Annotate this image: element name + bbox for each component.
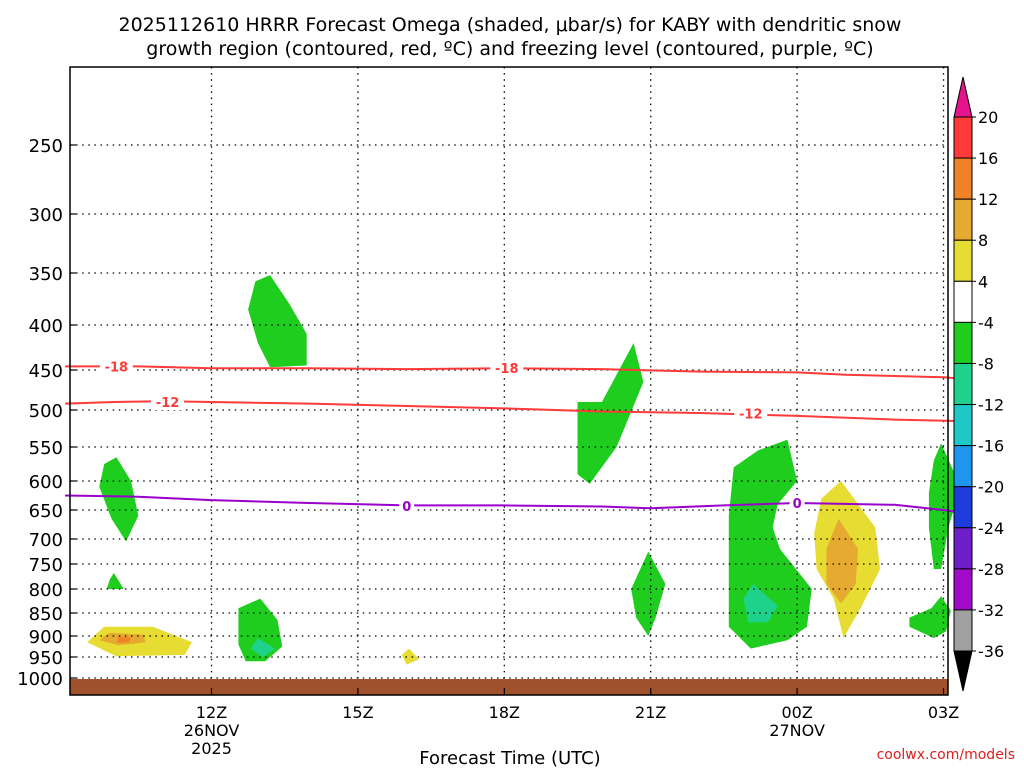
x-axis-label: Forecast Time (UTC) bbox=[419, 748, 600, 768]
colorbar-swatch-9 bbox=[953, 486, 973, 529]
colorbar-swatch-10 bbox=[953, 527, 973, 570]
y-tick-label-350: 350 bbox=[29, 264, 63, 285]
y-tick-label-550: 550 bbox=[29, 438, 63, 459]
y-tick-label-800: 800 bbox=[29, 580, 63, 601]
plot-frame bbox=[69, 66, 949, 696]
colorbar-label-12: -32 bbox=[978, 601, 1004, 620]
x-tick-date-24: 27NOV bbox=[769, 721, 825, 740]
colorbar-label-2: 12 bbox=[978, 190, 998, 209]
colorbar-swatch-8 bbox=[953, 445, 973, 488]
omega-region-2 bbox=[106, 573, 124, 589]
y-tick-label-250: 250 bbox=[29, 136, 63, 157]
contour-label-bg-1 bbox=[490, 360, 524, 377]
ground-surface bbox=[70, 679, 948, 695]
colorbar-bottom-arrow bbox=[953, 650, 973, 692]
y-tick-label-600: 600 bbox=[29, 472, 63, 493]
colorbar-swatch-4 bbox=[953, 280, 973, 323]
colorbar-swatch-0 bbox=[953, 116, 973, 159]
contour-label-bg-5 bbox=[789, 495, 805, 512]
colorbar-label-10: -24 bbox=[978, 519, 1004, 538]
chart-title-line2: growth region (contoured, red, ºC) and f… bbox=[146, 38, 873, 60]
colorbar-label-3: 8 bbox=[978, 231, 988, 250]
y-tick-label-300: 300 bbox=[29, 205, 63, 226]
credit-text: coolwx.com/models bbox=[877, 747, 1015, 763]
colorbar-label-4: 4 bbox=[978, 272, 988, 291]
colorbar-top-arrow bbox=[953, 76, 973, 118]
colorbar-label-8: -16 bbox=[978, 437, 1004, 456]
colorbar-swatch-11 bbox=[953, 568, 973, 611]
omega-region-10 bbox=[743, 584, 778, 623]
y-tick-label-700: 700 bbox=[29, 530, 63, 551]
contour-label-2: -12 bbox=[156, 396, 180, 411]
omega-region-8 bbox=[909, 596, 951, 639]
colorbar-label-6: -8 bbox=[978, 354, 994, 373]
x-tick-label-12: 12Z bbox=[196, 703, 227, 722]
colorbar-swatch-3 bbox=[953, 239, 973, 282]
x-tick-label-21: 21Z bbox=[635, 703, 666, 722]
y-tick-label-400: 400 bbox=[29, 316, 63, 337]
omega-region-15 bbox=[826, 518, 859, 604]
y-tick-label-500: 500 bbox=[29, 401, 63, 422]
colorbar-label-7: -12 bbox=[978, 396, 1004, 415]
colorbar-swatch-6 bbox=[953, 362, 973, 406]
contour-label-0: -18 bbox=[105, 360, 129, 375]
contour-label-5: 0 bbox=[793, 497, 802, 512]
x-tick-label-15: 15Z bbox=[342, 703, 373, 722]
contour-label-bg-4 bbox=[399, 497, 415, 514]
omega-region-1 bbox=[99, 457, 139, 542]
contour-label-bg-3 bbox=[734, 405, 768, 422]
y-tick-label-1000: 1000 bbox=[17, 669, 63, 690]
y-tick-label-950: 950 bbox=[29, 648, 63, 669]
colorbar-swatch-5 bbox=[953, 321, 973, 364]
colorbar-swatch-2 bbox=[953, 198, 973, 241]
omega-region-0 bbox=[248, 275, 307, 368]
x-tick-label-24: 00Z bbox=[781, 703, 812, 722]
y-tick-label-900: 900 bbox=[29, 627, 63, 648]
colorbar-label-13: -36 bbox=[978, 642, 1004, 661]
contour-label-1: -18 bbox=[495, 362, 519, 377]
contour-label-3: -12 bbox=[739, 408, 763, 423]
omega-region-9 bbox=[250, 638, 275, 657]
omega-region-12 bbox=[401, 648, 419, 665]
colorbar-label-1: 16 bbox=[978, 149, 998, 168]
chart-title-line1: 2025112610 HRRR Forecast Omega (shaded, … bbox=[119, 14, 902, 36]
x-tick-date-12: 26NOV bbox=[184, 721, 240, 740]
colorbar-swatch-7 bbox=[953, 404, 973, 447]
contour-label-bg-0 bbox=[99, 358, 133, 375]
colorbar-swatch-12 bbox=[953, 609, 973, 652]
omega-region-7 bbox=[928, 443, 961, 569]
colorbar-swatch-1 bbox=[953, 157, 973, 200]
omega-region-5 bbox=[631, 551, 666, 636]
x-tick-year-12: 2025 bbox=[191, 739, 232, 758]
contour-line-0 bbox=[65, 365, 964, 380]
x-tick-label-27: 03Z bbox=[928, 703, 959, 722]
contour-line-1 bbox=[65, 400, 964, 423]
y-tick-label-850: 850 bbox=[29, 604, 63, 625]
contour-label-bg-2 bbox=[151, 394, 185, 410]
colorbar-label-0: 20 bbox=[978, 108, 998, 127]
colorbar-label-9: -20 bbox=[978, 478, 1004, 497]
colorbar-label-5: -4 bbox=[978, 313, 994, 332]
y-tick-label-650: 650 bbox=[29, 501, 63, 522]
contour-line-2 bbox=[65, 494, 964, 514]
x-tick-label-18: 18Z bbox=[489, 703, 520, 722]
contour-label-4: 0 bbox=[402, 500, 411, 515]
omega-region-16 bbox=[116, 636, 131, 643]
y-tick-label-750: 750 bbox=[29, 555, 63, 576]
colorbar-label-11: -28 bbox=[978, 560, 1004, 579]
omega-region-4 bbox=[577, 343, 644, 484]
y-tick-label-450: 450 bbox=[29, 361, 63, 382]
omega-region-3 bbox=[238, 598, 283, 662]
